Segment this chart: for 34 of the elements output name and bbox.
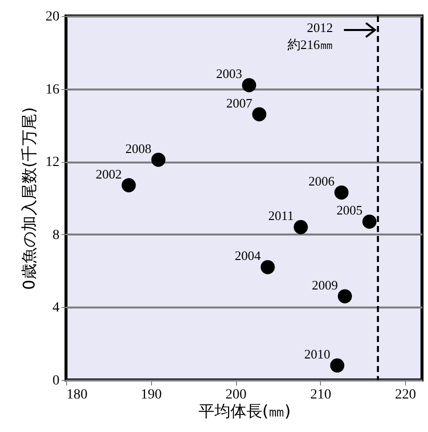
annotation: 2008 bbox=[125, 140, 152, 156]
x-tick-label: 190 bbox=[140, 388, 162, 402]
point bbox=[260, 260, 275, 274]
x-axis-title: 平均体長(㎜) bbox=[198, 402, 291, 420]
point bbox=[362, 214, 377, 229]
annotation: 2005 bbox=[336, 202, 362, 218]
y-tick-label: 12 bbox=[46, 155, 60, 170]
y-tick-label: 0 bbox=[52, 374, 60, 388]
annotation: 2006 bbox=[308, 174, 335, 189]
annotation: 2011 bbox=[268, 208, 294, 224]
y-axis-title: 0歳魚の加入尾数(千万尾) bbox=[20, 107, 38, 290]
point bbox=[294, 220, 308, 234]
ref-line-label: 2012 約216㎜ bbox=[287, 20, 333, 52]
annotation: 2007 bbox=[226, 95, 253, 110]
x-tick-label: 180 bbox=[66, 388, 88, 402]
annotation: 2004 bbox=[234, 248, 262, 264]
y-tick-label: 16 bbox=[46, 82, 60, 98]
annotation: 2009 bbox=[312, 277, 338, 292]
annotation: 2003 bbox=[216, 66, 242, 82]
y-tick-label: 4 bbox=[52, 300, 60, 316]
point bbox=[242, 78, 256, 92]
x-tick-label: 200 bbox=[226, 388, 247, 402]
y-tick-label: 8 bbox=[52, 228, 60, 243]
point bbox=[330, 358, 344, 372]
point bbox=[334, 185, 349, 200]
point bbox=[338, 289, 352, 304]
point bbox=[151, 152, 166, 167]
point bbox=[122, 178, 136, 192]
x-tick-label: 220 bbox=[395, 388, 416, 402]
point bbox=[252, 107, 266, 122]
annotation: 2010 bbox=[304, 346, 330, 362]
annotation: 2002 bbox=[96, 166, 122, 182]
y-tick-label: 20 bbox=[46, 10, 60, 24]
x-tick-label: 210 bbox=[310, 388, 332, 402]
